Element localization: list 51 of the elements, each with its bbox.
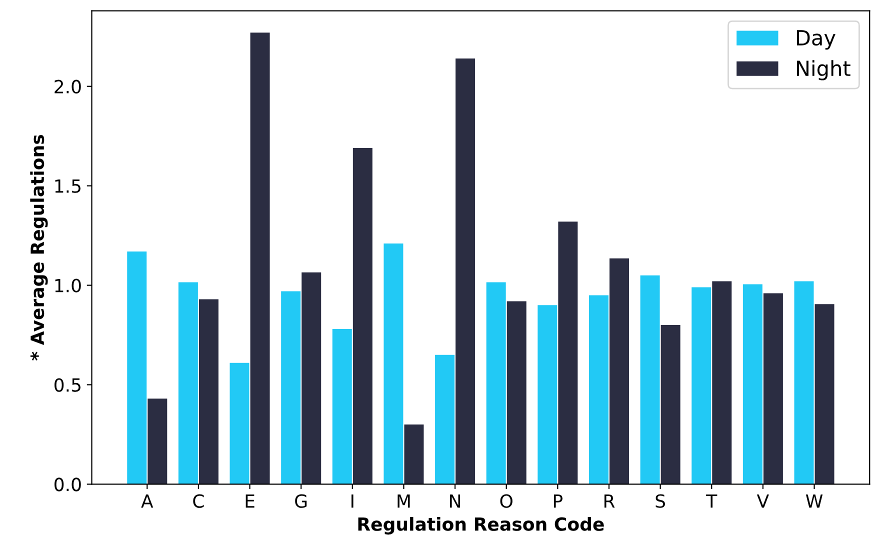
legend-label: Day <box>796 30 836 50</box>
bar <box>763 293 783 484</box>
bar <box>384 244 404 484</box>
bar <box>404 424 424 484</box>
legend-label: Night <box>796 60 850 80</box>
bar <box>332 329 352 484</box>
bar <box>198 299 218 484</box>
y-tick-label: 1.0 <box>55 278 81 292</box>
bar <box>742 284 762 484</box>
bar <box>435 354 455 484</box>
bar <box>558 222 578 484</box>
bar <box>230 362 250 484</box>
bar <box>794 281 814 484</box>
bar <box>302 272 322 484</box>
bar <box>712 281 732 484</box>
x-tick-label: C <box>193 494 204 508</box>
x-tick-label: A <box>141 494 154 508</box>
x-axis-title: Regulation Reason Code <box>358 516 604 535</box>
y-axis-title: * Average Regulations <box>30 134 48 360</box>
bar <box>127 251 147 484</box>
bar <box>506 301 526 484</box>
bar <box>588 295 608 484</box>
bar <box>640 275 660 484</box>
x-tick-label: R <box>604 494 615 508</box>
bar <box>178 282 198 484</box>
x-tick-label: P <box>554 494 563 508</box>
bar <box>660 325 680 484</box>
x-tick-label: W <box>806 494 823 508</box>
x-tick-label: S <box>656 494 666 508</box>
y-tick-label: 1.5 <box>55 180 80 193</box>
y-tick-label: 0.5 <box>54 378 80 392</box>
bar <box>692 287 712 484</box>
x-tick-label: E <box>246 494 254 508</box>
bar <box>538 305 558 484</box>
x-tick-label: T <box>706 494 718 508</box>
bar <box>250 32 270 484</box>
bar <box>814 304 834 484</box>
x-tick-label: M <box>398 494 410 508</box>
x-tick-label: I <box>352 494 354 508</box>
bar <box>281 291 301 484</box>
x-tick-label: N <box>450 494 460 508</box>
bar <box>148 398 168 484</box>
x-tick-label: O <box>500 494 512 508</box>
y-tick-label: 2.0 <box>54 80 81 94</box>
bar <box>486 282 506 484</box>
x-tick-label: G <box>295 494 307 508</box>
bar <box>352 148 372 484</box>
bar <box>610 258 630 484</box>
x-tick-label: V <box>756 494 769 508</box>
y-tick-label: 0.0 <box>54 478 81 492</box>
bar <box>456 58 476 484</box>
